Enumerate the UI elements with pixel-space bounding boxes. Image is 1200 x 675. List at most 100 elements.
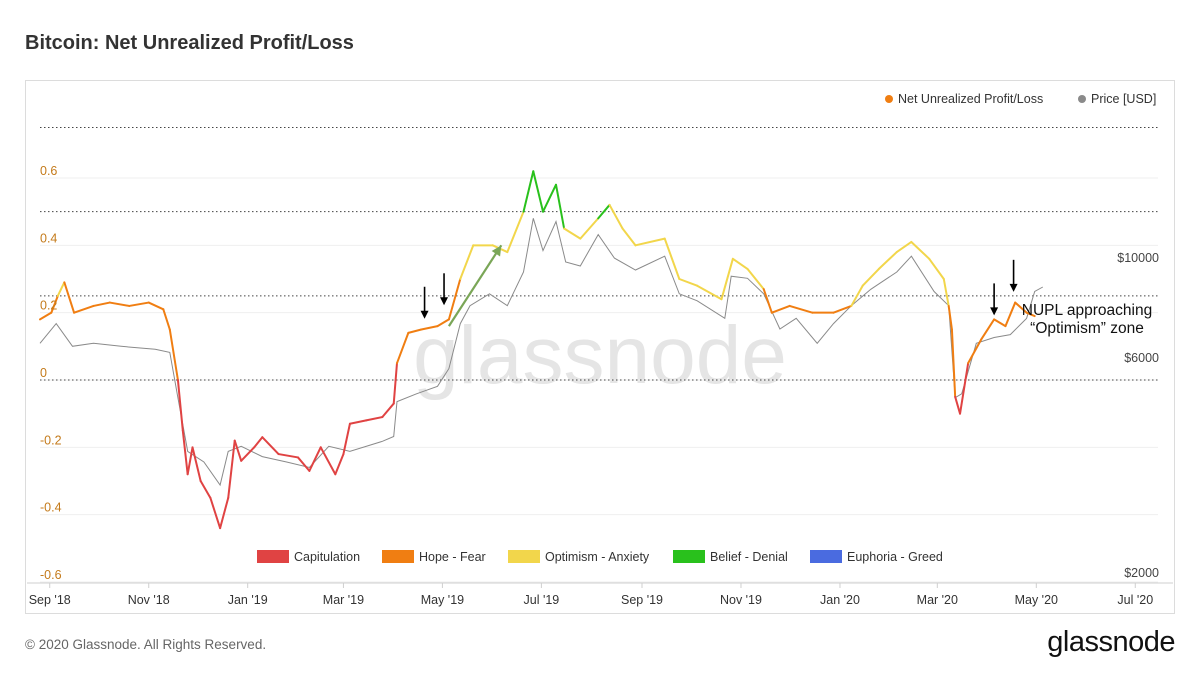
nupl-segment [334,453,345,476]
zone-legend-swatch [508,550,540,563]
nupl-segment [209,496,222,530]
left-tick-label: 0 [40,366,47,380]
nupl-segment [910,240,931,260]
nupl-segment [39,311,53,321]
nupl-segment [233,439,243,462]
nupl-segment [1025,311,1036,318]
x-tick-label: Jul '19 [524,593,560,607]
nupl-segment [850,284,864,307]
nupl-segment [50,294,59,314]
down-arrow-head [990,307,999,316]
x-tick-label: Sep '19 [621,593,663,607]
right-tick-label: $2000 [1124,566,1159,580]
nupl-segment [506,210,525,254]
nupl-segment [895,240,913,254]
grid [40,127,1158,583]
price-line [39,218,1044,487]
x-tick-label: Mar '19 [323,593,364,607]
nupl-segment [950,328,957,398]
nupl-segment [297,456,311,472]
nupl-segment [108,301,131,307]
nupl-segment [73,304,95,314]
nupl-segment [597,203,611,220]
green-arrow-head [491,245,502,257]
nupl-series [39,170,1036,530]
nupl-segment [954,395,962,415]
nupl-segment [542,183,557,213]
nupl-segment [261,436,280,456]
page-title: Bitcoin: Net Unrealized Profit/Loss [25,32,354,54]
right-axis: $10000 $6000 $2000 [1117,251,1159,580]
zone-legend-swatch [673,550,705,563]
nupl-segment [348,419,368,425]
nupl-segment [720,257,734,301]
nupl-segment [219,496,230,530]
nupl-segment [253,436,264,449]
x-tick-label: May '19 [421,593,464,607]
left-tick-label: -0.4 [40,501,62,515]
nupl-segment [746,267,765,291]
annotations: NUPL approaching “Optimism” zone [420,244,1152,337]
down-arrow-head [440,297,449,306]
nupl-segment [319,446,337,476]
zone-legend-swatch [257,550,289,563]
legend-nupl-label: Net Unrealized Profit/Loss [898,92,1043,106]
nupl-segment [1004,301,1017,328]
x-tick-label: Jul '20 [1117,593,1153,607]
left-tick-label: 0.4 [40,231,57,245]
nupl-segment [861,267,880,287]
legend-nupl-marker [885,95,893,103]
nupl-segment [186,446,194,476]
nupl-segment [181,429,189,476]
zone-legend-label: Hope - Fear [419,550,486,564]
nupl-segment [832,304,853,314]
legend-price-marker [1078,95,1086,103]
chart-panel [25,80,1175,614]
x-tick-label: Nov '18 [128,593,170,607]
nupl-segment [731,257,749,270]
nupl-segment [168,328,179,381]
nupl-segment [980,318,996,341]
nupl-segment [447,278,462,321]
nupl-segment [678,278,699,287]
down-arrow-head [1009,283,1018,292]
nupl-segment [770,304,791,314]
left-tick-label: -0.2 [40,433,62,447]
nupl-segment [522,170,535,213]
nupl-segment [942,278,950,307]
nupl-segment [128,301,150,307]
zone-legend-label: Euphoria - Greed [847,550,943,564]
nupl-segment [436,318,450,328]
nupl-segment [365,416,384,422]
x-axis: Sep '18 Nov '18 Jan '19 Mar '19 May '19 Jul '… [27,582,1173,607]
nupl-segment [877,251,898,270]
nupl-segment [395,331,410,365]
price-series [39,218,1044,487]
nupl-segment [63,281,76,314]
nupl-segment [579,217,600,240]
nupl-segment [147,301,165,311]
x-tick-label: Jan '19 [228,593,268,607]
nupl-segment [176,379,184,432]
glassnode-logo: glassnode [1047,626,1175,658]
right-tick-label: $10000 [1117,251,1159,265]
nupl-segment [191,446,202,482]
nupl-segment [392,362,398,405]
left-tick-label: 0.6 [40,164,57,178]
nupl-segment [162,308,171,331]
annotation-line: NUPL approaching [1022,302,1152,319]
nupl-segment [663,237,681,280]
nupl-segment [555,183,566,230]
green-arrow-shaft [447,244,503,327]
left-axis: 0.6 0.4 0.2 0 -0.2 -0.4 -0.6 [40,164,62,582]
nupl-segment [928,257,945,280]
nupl-segment [967,338,983,365]
down-arrow-head [420,310,429,319]
zone-legend-label: Belief - Denial [710,550,788,564]
nupl-segment [563,227,582,240]
nupl-segment [420,325,439,331]
nupl-segment [788,304,814,314]
nupl-segment [56,281,66,297]
nupl-segment [762,288,773,314]
